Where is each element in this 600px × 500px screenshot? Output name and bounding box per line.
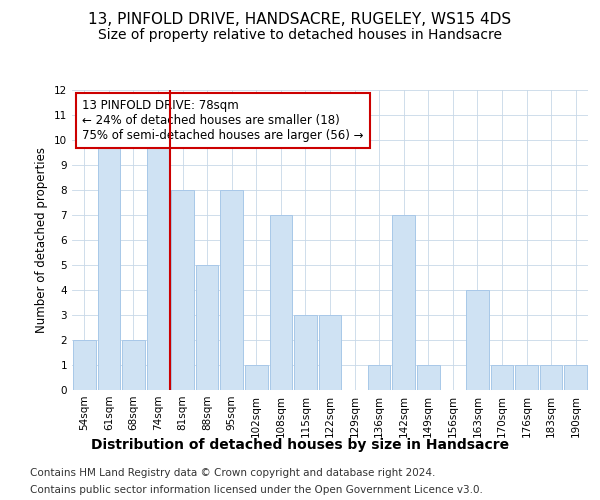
Bar [540, 365, 562, 390]
Bar [171, 190, 194, 390]
Bar [319, 315, 341, 390]
Bar [196, 265, 218, 390]
Bar [491, 365, 514, 390]
Text: 13 PINFOLD DRIVE: 78sqm
← 24% of detached houses are smaller (18)
75% of semi-de: 13 PINFOLD DRIVE: 78sqm ← 24% of detache… [82, 99, 364, 142]
Text: Contains public sector information licensed under the Open Government Licence v3: Contains public sector information licen… [30, 485, 483, 495]
Bar [146, 140, 169, 390]
Bar [73, 340, 95, 390]
Y-axis label: Number of detached properties: Number of detached properties [35, 147, 49, 333]
Bar [392, 215, 415, 390]
Bar [220, 190, 243, 390]
Text: 13, PINFOLD DRIVE, HANDSACRE, RUGELEY, WS15 4DS: 13, PINFOLD DRIVE, HANDSACRE, RUGELEY, W… [88, 12, 512, 28]
Text: Distribution of detached houses by size in Handsacre: Distribution of detached houses by size … [91, 438, 509, 452]
Bar [515, 365, 538, 390]
Bar [122, 340, 145, 390]
Bar [294, 315, 317, 390]
Text: Contains HM Land Registry data © Crown copyright and database right 2024.: Contains HM Land Registry data © Crown c… [30, 468, 436, 477]
Text: Size of property relative to detached houses in Handsacre: Size of property relative to detached ho… [98, 28, 502, 42]
Bar [417, 365, 440, 390]
Bar [269, 215, 292, 390]
Bar [466, 290, 489, 390]
Bar [98, 140, 120, 390]
Bar [565, 365, 587, 390]
Bar [368, 365, 391, 390]
Bar [245, 365, 268, 390]
